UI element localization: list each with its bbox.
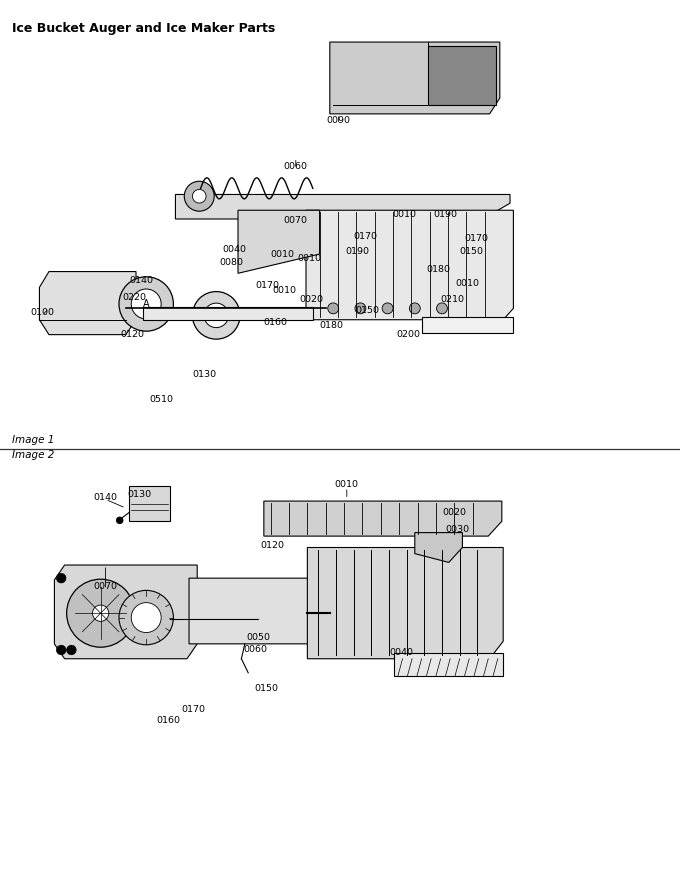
Polygon shape <box>264 501 502 536</box>
Text: 0170: 0170 <box>464 234 488 243</box>
Circle shape <box>92 605 109 621</box>
Text: 0020: 0020 <box>299 295 324 304</box>
Text: 0010: 0010 <box>335 480 359 489</box>
Circle shape <box>56 646 66 654</box>
Text: 0060: 0060 <box>284 162 308 171</box>
Text: Ice Bucket Auger and Ice Maker Parts: Ice Bucket Auger and Ice Maker Parts <box>12 22 275 35</box>
Circle shape <box>119 277 173 331</box>
Circle shape <box>355 303 366 314</box>
Circle shape <box>328 303 339 314</box>
Text: 0040: 0040 <box>222 245 247 254</box>
Text: 0120: 0120 <box>260 541 284 550</box>
Text: 0180: 0180 <box>320 321 344 330</box>
Text: 0160: 0160 <box>263 318 288 327</box>
Text: A: A <box>143 299 150 309</box>
Text: 0030: 0030 <box>445 526 469 534</box>
Text: 0060: 0060 <box>243 646 268 654</box>
Text: 0090: 0090 <box>326 117 351 125</box>
Circle shape <box>437 303 447 314</box>
Text: 0010: 0010 <box>297 254 322 263</box>
Text: 0190: 0190 <box>345 247 369 256</box>
Polygon shape <box>394 653 503 676</box>
Text: 0200: 0200 <box>396 330 420 339</box>
Circle shape <box>116 517 123 524</box>
Text: 0170: 0170 <box>354 232 378 241</box>
Text: 0070: 0070 <box>284 216 308 225</box>
Text: 0080: 0080 <box>219 258 243 267</box>
Text: 0150: 0150 <box>459 247 483 256</box>
Circle shape <box>56 574 66 583</box>
Circle shape <box>67 579 135 647</box>
Polygon shape <box>143 307 313 320</box>
Text: 0010: 0010 <box>272 286 296 295</box>
Polygon shape <box>306 210 513 320</box>
Text: 0170: 0170 <box>181 705 205 714</box>
Polygon shape <box>415 533 462 562</box>
Circle shape <box>184 181 214 211</box>
Text: 0070: 0070 <box>93 583 118 591</box>
Text: 0160: 0160 <box>156 717 181 725</box>
Polygon shape <box>422 317 513 333</box>
Text: 0150: 0150 <box>254 684 279 693</box>
Circle shape <box>204 303 228 328</box>
Text: 0010: 0010 <box>456 279 480 288</box>
Circle shape <box>409 303 420 314</box>
Text: 0510: 0510 <box>150 395 174 404</box>
Polygon shape <box>189 578 330 644</box>
Text: Image 2: Image 2 <box>12 450 54 460</box>
Circle shape <box>131 603 161 632</box>
Text: 0010: 0010 <box>270 250 294 258</box>
Text: 0050: 0050 <box>246 633 271 642</box>
Text: Image 1: Image 1 <box>12 435 54 445</box>
Circle shape <box>131 289 161 319</box>
Polygon shape <box>238 210 320 273</box>
Text: 0130: 0130 <box>127 491 152 499</box>
Polygon shape <box>330 42 500 114</box>
Polygon shape <box>129 486 170 521</box>
Text: 0140: 0140 <box>93 493 118 502</box>
Circle shape <box>192 292 240 339</box>
Polygon shape <box>307 548 503 659</box>
Text: 0020: 0020 <box>442 508 466 517</box>
Polygon shape <box>54 565 197 659</box>
Text: 0190: 0190 <box>433 210 458 219</box>
Text: 0040: 0040 <box>389 648 413 657</box>
Circle shape <box>382 303 393 314</box>
Text: 0100: 0100 <box>30 308 54 317</box>
Text: 0180: 0180 <box>426 265 451 274</box>
Text: 0010: 0010 <box>392 210 417 219</box>
Text: 0210: 0210 <box>440 295 464 304</box>
Text: 0220: 0220 <box>122 293 147 302</box>
Text: 0140: 0140 <box>129 276 154 285</box>
Polygon shape <box>175 194 510 219</box>
Text: 0120: 0120 <box>120 330 145 339</box>
Text: 0170: 0170 <box>255 281 279 290</box>
Text: 0150: 0150 <box>355 307 379 315</box>
Circle shape <box>67 646 76 654</box>
Circle shape <box>119 590 173 645</box>
Circle shape <box>192 189 206 203</box>
Polygon shape <box>39 272 136 335</box>
Polygon shape <box>428 46 496 105</box>
Text: 0130: 0130 <box>192 370 216 378</box>
